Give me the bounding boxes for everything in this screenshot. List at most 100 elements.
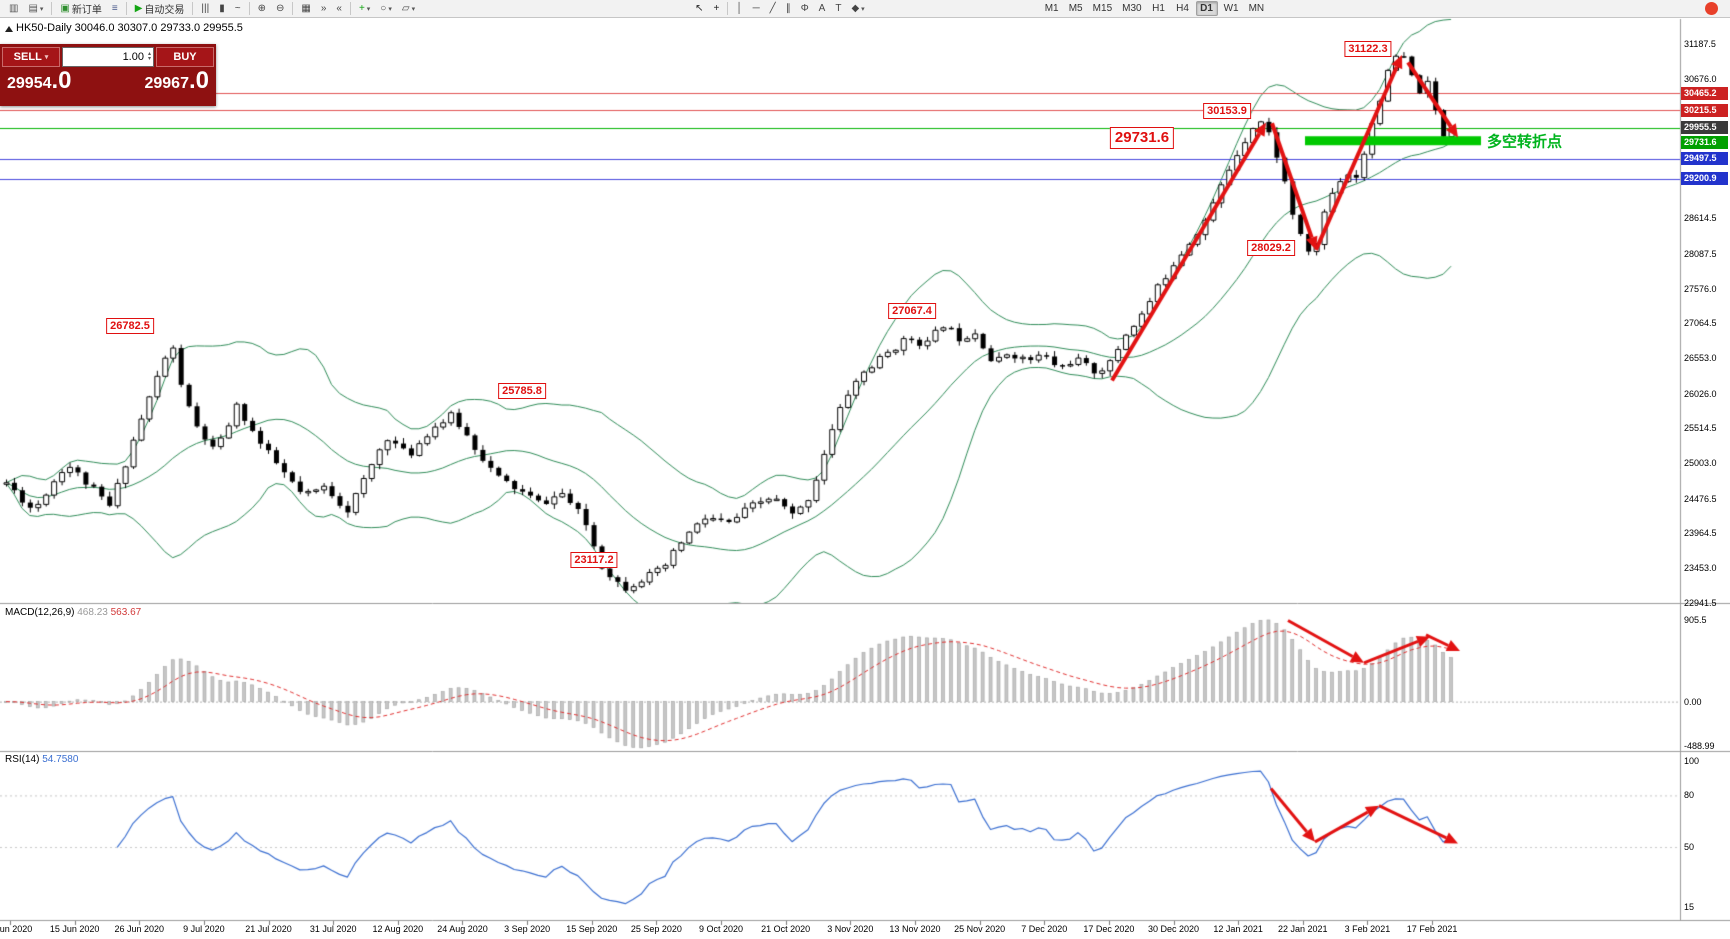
label-button[interactable]: T — [831, 1, 845, 16]
candle-chart-button[interactable]: ▮ — [215, 1, 229, 16]
volume-input[interactable] — [63, 51, 146, 63]
text-icon: A — [818, 3, 826, 14]
volume-spinner[interactable]: ▴ ▾ — [146, 51, 153, 62]
auto-trading-icon: ▶ — [134, 3, 143, 14]
templates-icon: ▱ — [401, 3, 410, 14]
templates-caret-icon: ▾ — [411, 5, 416, 13]
fibonacci-icon: Φ — [800, 3, 809, 14]
zoom-out-icon: ⊖ — [275, 3, 285, 14]
auto-trading-button[interactable]: ▶ 自动交易 — [131, 1, 189, 16]
one-click-trade-panel: SELL ▾ ▴ ▾ BUY 29954.0 29967.0 — [0, 44, 216, 106]
trendline-button[interactable]: ╱ — [766, 1, 780, 16]
shapes-caret-icon: ▾ — [861, 5, 865, 13]
buy-button-label: BUY — [173, 51, 197, 63]
notification-icon[interactable] — [1705, 2, 1718, 15]
auto-trading-button-label: 自动交易 — [144, 5, 185, 16]
buy-price-int: 29967 — [144, 75, 189, 92]
market-depth-button[interactable]: ≡ — [108, 1, 122, 16]
trade-panel-prices: 29954.0 29967.0 — [0, 68, 216, 93]
channel-button[interactable]: ∥ — [782, 1, 795, 16]
chart-shift-button[interactable]: « — [332, 1, 346, 16]
timeframe-h1-button[interactable]: H1 — [1152, 3, 1165, 14]
vertical-line-button[interactable]: │ — [732, 1, 746, 16]
volume-stepper[interactable]: ▴ ▾ — [62, 47, 154, 67]
macd-indicator-label: MACD(12,26,9) 468.23 563.67 — [5, 607, 141, 618]
timeframe-m1-button[interactable]: M1 — [1044, 3, 1059, 14]
zoom-in-icon: ⊕ — [257, 3, 266, 14]
periods-icon: ○ — [380, 3, 387, 14]
text-button[interactable]: A — [815, 1, 830, 16]
profiles-button[interactable]: ▤ ▾ — [24, 1, 47, 16]
timeframe-m30-button[interactable]: M30 — [1122, 3, 1142, 14]
indicators-button[interactable]: + ▾ — [355, 1, 374, 16]
toolbar-separator — [125, 2, 127, 15]
templates-button[interactable]: ▱ ▾ — [398, 1, 419, 16]
macd-main-value: 468.23 — [77, 607, 108, 618]
toolbar-separator — [727, 2, 729, 15]
profiles-icon: ▤ — [28, 3, 38, 14]
cursor-icon: ↖ — [695, 3, 704, 14]
periods-button[interactable]: ○ ▾ — [376, 1, 396, 16]
line-chart-icon: ~ — [234, 3, 241, 14]
new-order-button-label: 新订单 — [71, 5, 102, 16]
new-chart-icon: ▥ — [9, 3, 19, 14]
timeframe-mn-button[interactable]: MN — [1248, 3, 1265, 14]
line-chart-button[interactable]: ~ — [231, 1, 245, 16]
indicators-caret-icon: ▾ — [366, 5, 371, 13]
crosshair-button[interactable]: + — [709, 1, 723, 16]
sell-dropdown-icon[interactable]: ▾ — [44, 54, 49, 61]
zoom-out-button[interactable]: ⊖ — [272, 1, 288, 16]
horizontal-line-button[interactable]: ─ — [749, 1, 764, 16]
candle-chart-icon: ▮ — [219, 3, 225, 14]
new-chart-button[interactable]: ▥ — [5, 1, 22, 16]
rsi-label-text: RSI(14) — [5, 754, 40, 765]
trade-panel-controls: SELL ▾ ▴ ▾ BUY — [0, 44, 216, 68]
auto-scroll-icon: » — [320, 3, 327, 14]
timeframe-m15-button[interactable]: M15 — [1092, 3, 1113, 14]
volume-up-icon[interactable]: ▴ — [147, 51, 151, 57]
toolbar: ▥ ▤ ▾ ▣ 新订单 ≡ ▶ 自动交易 ||| ▮ ~ ⊕ ⊖ ▦» «+ ▾ ○ ▾ ▱ ▾ ↖ + │ ─ ╱ ∥ Φ A T ◆ ▾… — [0, 0, 1730, 18]
vertical-line-icon: │ — [736, 3, 743, 14]
new-order-icon: ▣ — [60, 3, 70, 14]
chart-title: HK50-Daily 30046.0 30307.0 29733.0 29955… — [16, 22, 243, 34]
crosshair-icon: + — [713, 3, 720, 14]
tile-windows-button[interactable]: ▦ — [297, 1, 314, 16]
shapes-icon: ◆ — [851, 3, 860, 14]
panel-collapse-icon[interactable] — [5, 26, 13, 32]
sell-price: 29954.0 — [7, 67, 72, 94]
bar-chart-icon: ||| — [201, 3, 210, 14]
shapes-button[interactable]: ◆ ▾ — [847, 1, 868, 16]
toolbar-separator — [51, 2, 53, 15]
sell-price-int: 29954 — [7, 75, 52, 92]
indicators-icon: + — [358, 3, 365, 14]
volume-down-icon[interactable]: ▾ — [147, 56, 151, 62]
trendline-icon: ╱ — [769, 3, 776, 14]
macd-label-text: MACD(12,26,9) — [5, 607, 75, 618]
rsi-value: 54.7580 — [42, 754, 79, 765]
sell-price-frac: .0 — [51, 67, 72, 94]
channel-icon: ∥ — [785, 3, 791, 14]
timeframe-h4-button[interactable]: H4 — [1176, 3, 1189, 14]
rsi-indicator-label: RSI(14) 54.7580 — [5, 754, 78, 765]
bar-chart-button[interactable]: ||| — [197, 1, 213, 16]
horizontal-line-icon: ─ — [752, 3, 760, 14]
zoom-in-button[interactable]: ⊕ — [254, 1, 270, 16]
fibonacci-button[interactable]: Φ — [797, 1, 813, 16]
tile-windows-icon: ▦ — [301, 3, 311, 14]
sell-button-label: SELL — [13, 51, 42, 63]
macd-signal-value: 563.67 — [110, 607, 142, 618]
timeframe-d1-button[interactable]: D1 — [1195, 1, 1218, 16]
auto-scroll-button[interactable]: » — [317, 1, 331, 16]
sell-button[interactable]: SELL ▾ — [2, 47, 60, 67]
timeframe-w1-button[interactable]: W1 — [1223, 3, 1239, 14]
buy-price-frac: .0 — [188, 67, 209, 94]
market-depth-icon: ≡ — [111, 3, 118, 14]
new-order-button[interactable]: ▣ 新订单 — [56, 1, 105, 16]
toolbar-separator — [349, 2, 351, 15]
timeframe-m5-button[interactable]: M5 — [1068, 3, 1083, 14]
label-icon: T — [835, 3, 842, 14]
buy-button[interactable]: BUY — [156, 47, 214, 67]
buy-price: 29967.0 — [144, 67, 209, 94]
cursor-button[interactable]: ↖ — [691, 1, 707, 16]
